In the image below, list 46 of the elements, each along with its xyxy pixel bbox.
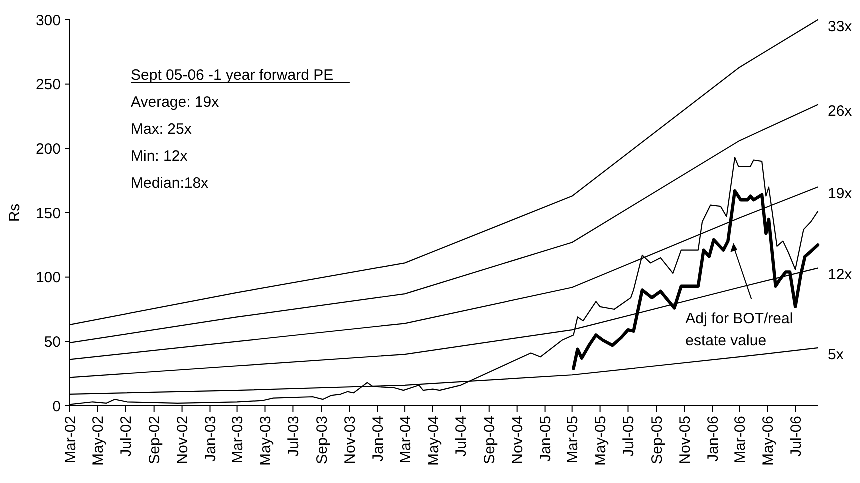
x-tick-label: Mar-06 xyxy=(732,416,749,464)
annotation: Average: 19x xyxy=(131,94,220,111)
y-tick-label: 50 xyxy=(44,334,61,351)
series-label: 26x xyxy=(828,103,853,120)
x-tick-label: Sep-04 xyxy=(482,416,499,464)
x-tick-label: Nov-05 xyxy=(676,416,694,464)
x-tick-label: Mar-04 xyxy=(397,416,414,464)
x-tick-label: Mar-03 xyxy=(230,416,247,464)
y-tick-label: 100 xyxy=(36,270,61,287)
y-tick-label: 200 xyxy=(36,140,61,158)
x-tick-label: May-03 xyxy=(258,416,274,466)
x-tick-label: Nov-04 xyxy=(510,416,527,464)
x-tick-label: Sep-02 xyxy=(146,416,164,464)
annotation: Max: 25x xyxy=(131,121,192,138)
x-tick-label: Mar-05 xyxy=(564,416,582,464)
annotation: Min: 12x xyxy=(131,148,188,165)
x-tick-label: Jan-06 xyxy=(704,416,722,462)
annotation: Sept 05-06 -1 year forward PE xyxy=(131,67,334,84)
x-tick-label: Sep-03 xyxy=(314,416,331,464)
series-label: 33x xyxy=(828,18,853,36)
y-axis-title: Rs xyxy=(6,204,24,222)
x-tick-label: Jul-03 xyxy=(285,416,302,457)
annotation: Median:18x xyxy=(131,175,210,192)
x-tick-label: Jan-03 xyxy=(202,416,220,462)
y-tick-label: 250 xyxy=(36,76,61,94)
series-label: 5x xyxy=(828,346,844,364)
x-tick-label: Jan-04 xyxy=(370,416,387,462)
x-tick-label: Jul-06 xyxy=(788,416,805,457)
x-tick-label: May-02 xyxy=(90,416,108,466)
x-tick-label: May-06 xyxy=(760,416,777,466)
x-tick-label: Jul-05 xyxy=(620,416,638,457)
x-tick-label: May-04 xyxy=(425,416,442,466)
annotation: Adj for BOT/real estate value xyxy=(686,310,794,350)
x-tick-label: Nov-03 xyxy=(342,416,359,464)
series-label: 12x xyxy=(828,266,853,284)
x-tick-label: Jul-02 xyxy=(118,416,136,457)
y-tick-label: 0 xyxy=(52,398,61,416)
x-tick-label: Sep-05 xyxy=(648,416,666,464)
x-tick-label: Jul-04 xyxy=(453,416,470,457)
x-tick-label: Jan-05 xyxy=(538,416,555,462)
x-tick-label: Nov-02 xyxy=(174,416,192,464)
x-tick-label: May-05 xyxy=(592,416,610,466)
y-tick-label: 150 xyxy=(36,205,61,222)
x-tick-label: Mar-02 xyxy=(62,416,80,464)
series-label: 19x xyxy=(828,186,853,203)
y-tick-label: 300 xyxy=(36,12,61,30)
